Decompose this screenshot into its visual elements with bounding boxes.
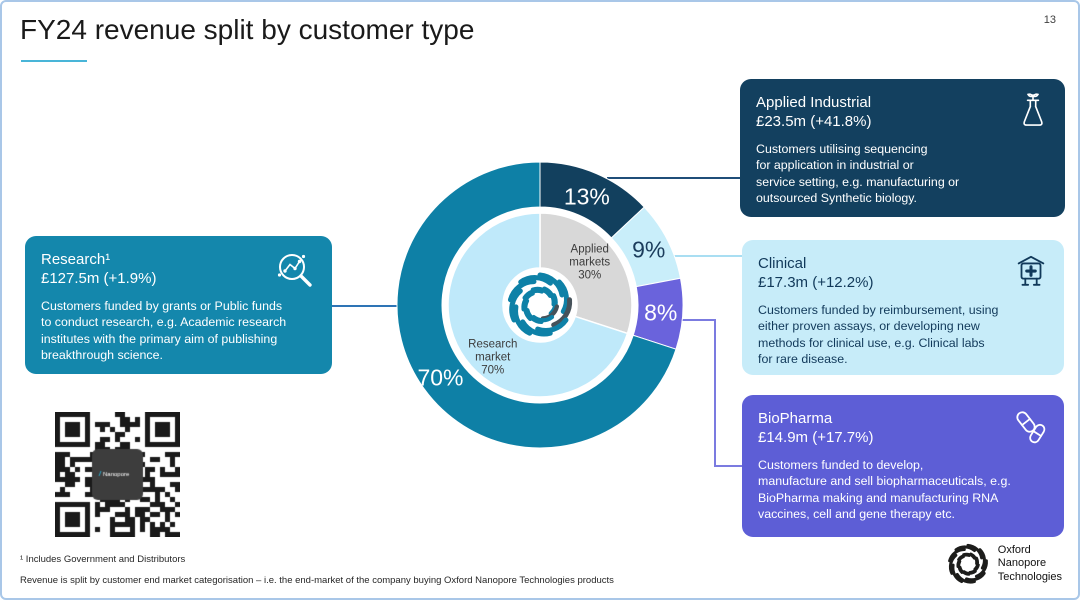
callout-title: BioPharma: [758, 410, 833, 427]
nanopore-swirl-stroke: [521, 291, 535, 312]
nanopore-swirl-stroke: [973, 556, 979, 571]
nanopore-swirl-stroke: [968, 563, 980, 574]
nanopore-swirl-stroke: [556, 279, 569, 314]
nanopore-swirl-stroke: [956, 553, 971, 561]
callout-biopharma: BioPharma £14.9m (+17.7%) Customers fund…: [742, 395, 1064, 537]
callout-title: Applied Industrial: [756, 94, 872, 111]
callout-applied-industrial: Applied Industrial £23.5m (+41.8%) Custo…: [740, 79, 1065, 217]
flask-icon: [1023, 93, 1043, 126]
page-title: FY24 revenue split by customer type: [20, 14, 475, 45]
nanopore-swirl-stroke: [535, 317, 569, 333]
connector-biopharma-line: [672, 319, 715, 321]
nanopore-swirl-stroke: [962, 570, 977, 575]
nanopore-swirl-stroke: [974, 559, 988, 578]
donut-slice-label: 70%: [417, 364, 463, 390]
callout-amount: £17.3m (+12.2%): [758, 274, 874, 291]
nanopore-swirl-stroke: [551, 297, 573, 328]
callout-title: Clinical: [758, 255, 807, 272]
nanopore-swirl-stroke: [518, 275, 553, 286]
nanopore-swirl-stroke: [537, 272, 565, 298]
callout-research: Research¹ £127.5m (+1.9%) Customers fund…: [25, 236, 332, 374]
magnifier-chart-icon: [277, 254, 312, 287]
donut-slice-research: [396, 161, 677, 449]
callout-body: Customers funded by grants or Public fun…: [41, 299, 287, 363]
donut-slice-label: 9%: [632, 237, 665, 263]
nanopore-swirl-stroke: [957, 560, 964, 574]
footnote-1: ¹ Includes Government and Distributors: [20, 554, 186, 565]
inner-slice-applied-markets: [539, 212, 633, 335]
nanopore-swirl-stroke: [507, 279, 537, 303]
inner-slice-label: Applied markets 30%: [569, 244, 610, 282]
nanopore-swirl-stroke: [540, 304, 560, 321]
nanopore-swirl-stroke: [955, 572, 976, 584]
nanopore-swirl-stroke: [962, 552, 976, 560]
pills-icon: [1016, 411, 1046, 444]
connector-applied-line: [607, 177, 740, 179]
company-name: Oxford Nanopore Technologies: [997, 543, 1062, 583]
callout-amount: £23.5m (+41.8%): [756, 113, 872, 130]
nanopore-swirl-stroke: [978, 548, 986, 570]
nanopore-swirl-stroke: [530, 286, 553, 298]
nanopore-swirl-stroke: [531, 314, 555, 323]
nanopore-swirl-icon: [947, 543, 988, 584]
donut-slice-label: 8%: [644, 300, 677, 326]
nanopore-swirl-stroke: [520, 319, 553, 337]
title-underline: [21, 60, 87, 62]
nanopore-swirl-stroke: [954, 545, 976, 553]
nanopore-swirl-stroke: [509, 288, 523, 323]
nanopore-swirl-stroke: [964, 571, 986, 582]
connector-clinical-line: [660, 255, 742, 257]
connector-biopharma-line: [714, 319, 716, 466]
nanopore-swirl-stroke: [513, 304, 533, 336]
donut-slice-label: 13%: [564, 184, 610, 210]
company-logo: Oxford Nanopore Technologies: [946, 542, 1062, 586]
callout-amount: £127.5m (+1.9%): [41, 270, 157, 287]
page-number: 13: [1043, 14, 1056, 26]
callout-body: Customers funded by reimbursement, using…: [758, 303, 999, 367]
inner-slice-research-market: [447, 212, 629, 398]
connector-research-line: [332, 305, 400, 307]
nanopore-swirl-stroke: [947, 547, 966, 563]
nanopore-swirl-stroke: [548, 293, 558, 316]
callout-title: Research¹: [41, 251, 111, 268]
callout-clinical: Clinical £17.3m (+12.2%) Customers funde…: [742, 240, 1064, 375]
nanopore-swirl-stroke: [522, 288, 544, 300]
callout-amount: £14.9m (+17.7%): [758, 429, 874, 446]
medical-stand-icon: [1017, 255, 1045, 286]
nanopore-swirl-stroke: [525, 308, 544, 325]
connector-biopharma-line: [714, 465, 742, 467]
nanopore-swirl-stroke: [958, 565, 971, 576]
footnote-2: Revenue is split by customer end market …: [20, 575, 614, 586]
nanopore-swirl-stroke: [948, 553, 958, 575]
nanopore-swirl-stroke: [966, 543, 983, 560]
donut-chart: 13% 9% 8% 70% Applied markets 30% Research marke…: [396, 161, 684, 449]
nanopore-swirl-stroke: [956, 555, 965, 569]
inner-slice-label: Research market 70%: [468, 338, 517, 376]
callout-body: Customers utilising sequencing for appli…: [756, 142, 960, 206]
nanopore-swirl-stroke: [951, 563, 963, 584]
qr-code: [55, 412, 180, 537]
callout-body: Customers funded to develop, manufacture…: [758, 458, 1011, 522]
nanopore-swirl-stroke: [523, 298, 533, 322]
